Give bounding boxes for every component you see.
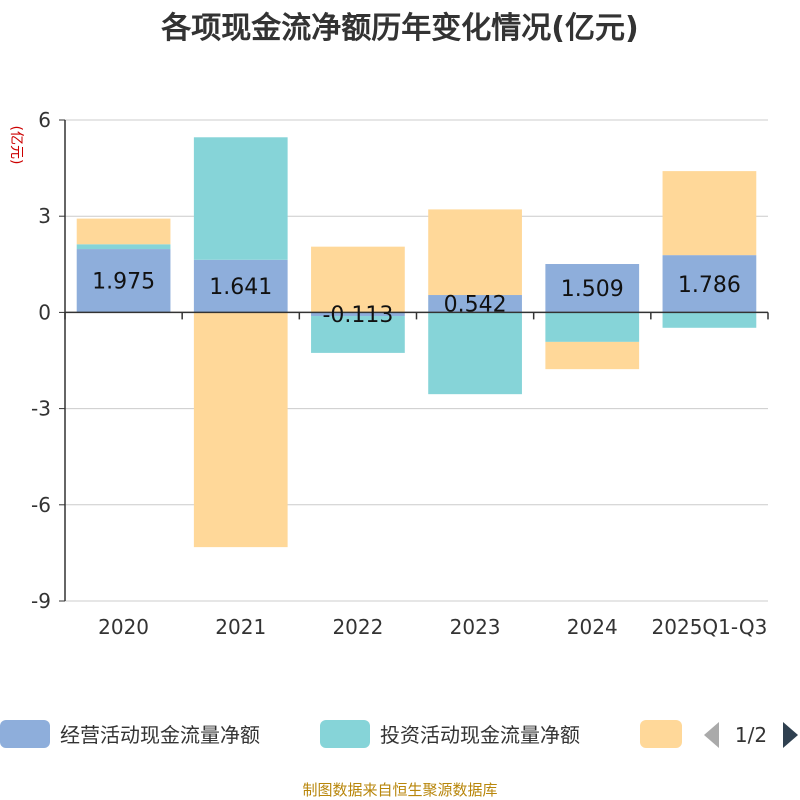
legend-swatch-3: [640, 720, 682, 748]
bar-layer: [76, 137, 757, 548]
legend-swatch-2: [320, 720, 370, 748]
bar-series3-2025Q1-Q3: [662, 171, 757, 256]
bar-series2-2021: [193, 137, 288, 260]
bar-series1-2020: [76, 249, 171, 313]
bar-series1-2025Q1-Q3: [662, 255, 757, 313]
y-tick-label: -3: [31, 397, 51, 421]
legend-label-2: 投资活动现金流量净额: [380, 723, 580, 747]
legend-next-page-icon[interactable]: [783, 722, 798, 748]
bar-series1-2023: [428, 295, 522, 313]
x-tick-label: 2024: [567, 615, 618, 639]
legend-label-1: 经营活动现金流量净额: [60, 723, 260, 747]
y-tick-label: -9: [31, 589, 51, 613]
bar-series3-2021: [193, 312, 288, 548]
bar-series2-2020: [76, 244, 171, 250]
x-tick-label: 2023: [450, 615, 501, 639]
y-tick-label: 0: [38, 300, 51, 324]
y-tick-label: 3: [38, 204, 51, 228]
data-label: 0.542: [444, 293, 507, 318]
bar-series2-2023: [428, 312, 522, 395]
x-tick-label: 2020: [98, 615, 149, 639]
bar-series2-2022: [311, 316, 405, 353]
legend: 经营活动现金流量净额 投资活动现金流量净额 1/2: [0, 720, 798, 748]
legend-page-indicator: 1/2: [735, 723, 767, 747]
data-label: 1.641: [209, 275, 272, 300]
bar-series3-2023: [428, 209, 522, 296]
legend-prev-page-icon[interactable]: [704, 722, 719, 748]
bar-series2-2024: [545, 312, 640, 342]
bar-series1-2024: [545, 264, 640, 313]
bar-series3-2022: [311, 246, 405, 313]
y-axis-unit-label: (亿元): [8, 126, 24, 165]
y-tick-label: 6: [38, 108, 51, 132]
data-label: 1.509: [561, 277, 624, 302]
bar-series2-2025Q1-Q3: [662, 312, 757, 328]
x-tick-label: 2022: [332, 615, 383, 639]
bar-series3-2024: [545, 341, 640, 370]
data-label: 1.786: [678, 273, 741, 298]
legend-swatch-1: [0, 720, 50, 748]
x-tick-label: 2025Q1-Q3: [652, 615, 768, 639]
source-note: 制图数据来自恒生聚源数据库: [302, 781, 497, 799]
data-label: 1.975: [92, 270, 155, 295]
data-label-layer: 1.975 1.641 -0.113 0.542 1.509 1.786: [92, 270, 741, 328]
bar-series3-2020: [76, 218, 171, 245]
chart-title: 各项现金流净额历年变化情况(亿元): [160, 11, 638, 46]
axis-layer: 6 3 0 -3 -6 -9 2020 2021 2022 2023 2024 2025Q1-Q3: [31, 108, 769, 639]
bar-series1-2021: [193, 259, 288, 313]
x-tick-label: 2021: [215, 615, 266, 639]
y-tick-label: -6: [31, 493, 51, 517]
data-label: -0.113: [322, 303, 393, 328]
bar-series1-2022: [311, 312, 405, 317]
